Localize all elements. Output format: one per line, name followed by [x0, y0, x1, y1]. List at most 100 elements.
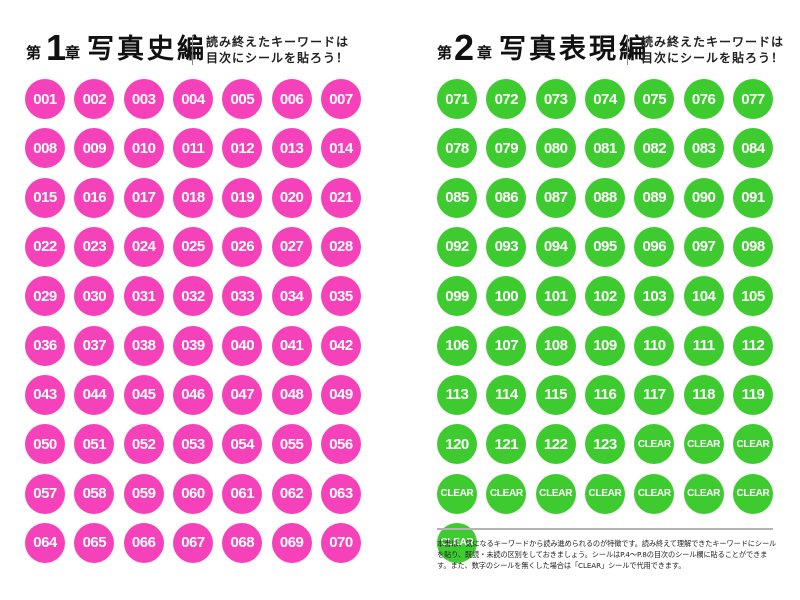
sticker-029[interactable]: 029	[25, 276, 65, 317]
sticker-071[interactable]: 071	[437, 79, 477, 119]
sticker-057[interactable]: 057	[25, 473, 65, 514]
sticker-055[interactable]: 055	[271, 424, 312, 465]
sticker-018[interactable]: 018	[172, 177, 213, 218]
sticker-058[interactable]: 058	[74, 473, 115, 514]
sticker-065[interactable]: 065	[74, 522, 115, 563]
sticker-121[interactable]: 121	[486, 424, 527, 465]
sticker-061[interactable]: 061	[222, 473, 263, 514]
sticker-078[interactable]: 078	[437, 128, 477, 169]
sticker-043[interactable]: 043	[25, 374, 65, 415]
sticker-100[interactable]: 100	[486, 276, 527, 317]
sticker-114[interactable]: 114	[486, 374, 527, 415]
sticker-085[interactable]: 085	[437, 177, 477, 218]
sticker-034[interactable]: 034	[271, 276, 312, 317]
sticker-054[interactable]: 054	[222, 424, 263, 465]
sticker-031[interactable]: 031	[123, 276, 164, 317]
sticker-024[interactable]: 024	[123, 226, 164, 267]
sticker-117[interactable]: 117	[634, 374, 675, 415]
sticker-041[interactable]: 041	[271, 325, 312, 366]
sticker-005[interactable]: 005	[222, 79, 263, 119]
sticker-clear[interactable]: CLEAR	[486, 473, 527, 514]
sticker-004[interactable]: 004	[172, 79, 213, 119]
sticker-095[interactable]: 095	[584, 226, 625, 267]
sticker-074[interactable]: 074	[584, 79, 625, 119]
sticker-050[interactable]: 050	[25, 424, 65, 465]
sticker-clear[interactable]: CLEAR	[535, 473, 576, 514]
sticker-051[interactable]: 051	[74, 424, 115, 465]
sticker-038[interactable]: 038	[123, 325, 164, 366]
sticker-060[interactable]: 060	[172, 473, 213, 514]
sticker-084[interactable]: 084	[732, 128, 773, 169]
sticker-020[interactable]: 020	[271, 177, 312, 218]
sticker-045[interactable]: 045	[123, 374, 164, 415]
sticker-073[interactable]: 073	[535, 79, 576, 119]
sticker-098[interactable]: 098	[732, 226, 773, 267]
sticker-107[interactable]: 107	[486, 325, 527, 366]
sticker-021[interactable]: 021	[320, 177, 361, 218]
sticker-102[interactable]: 102	[584, 276, 625, 317]
sticker-035[interactable]: 035	[320, 276, 361, 317]
sticker-042[interactable]: 042	[320, 325, 361, 366]
sticker-003[interactable]: 003	[123, 79, 164, 119]
sticker-119[interactable]: 119	[732, 374, 773, 415]
sticker-032[interactable]: 032	[172, 276, 213, 317]
sticker-110[interactable]: 110	[634, 325, 675, 366]
sticker-090[interactable]: 090	[683, 177, 724, 218]
sticker-094[interactable]: 094	[535, 226, 576, 267]
sticker-103[interactable]: 103	[634, 276, 675, 317]
sticker-087[interactable]: 087	[535, 177, 576, 218]
sticker-033[interactable]: 033	[222, 276, 263, 317]
sticker-056[interactable]: 056	[320, 424, 361, 465]
sticker-022[interactable]: 022	[25, 226, 65, 267]
sticker-027[interactable]: 027	[271, 226, 312, 267]
sticker-023[interactable]: 023	[74, 226, 115, 267]
sticker-093[interactable]: 093	[486, 226, 527, 267]
sticker-clear[interactable]: CLEAR	[732, 473, 773, 514]
sticker-047[interactable]: 047	[222, 374, 263, 415]
sticker-clear[interactable]: CLEAR	[437, 473, 477, 514]
sticker-083[interactable]: 083	[683, 128, 724, 169]
sticker-099[interactable]: 099	[437, 276, 477, 317]
sticker-120[interactable]: 120	[437, 424, 477, 465]
sticker-062[interactable]: 062	[271, 473, 312, 514]
sticker-clear[interactable]: CLEAR	[634, 424, 675, 465]
sticker-105[interactable]: 105	[732, 276, 773, 317]
sticker-011[interactable]: 011	[172, 128, 213, 169]
sticker-040[interactable]: 040	[222, 325, 263, 366]
sticker-066[interactable]: 066	[123, 522, 164, 563]
sticker-015[interactable]: 015	[25, 177, 65, 218]
sticker-077[interactable]: 077	[732, 79, 773, 119]
sticker-025[interactable]: 025	[172, 226, 213, 267]
sticker-069[interactable]: 069	[271, 522, 312, 563]
sticker-048[interactable]: 048	[271, 374, 312, 415]
sticker-002[interactable]: 002	[74, 79, 115, 119]
sticker-092[interactable]: 092	[437, 226, 477, 267]
sticker-046[interactable]: 046	[172, 374, 213, 415]
sticker-097[interactable]: 097	[683, 226, 724, 267]
sticker-064[interactable]: 064	[25, 522, 65, 563]
sticker-108[interactable]: 108	[535, 325, 576, 366]
sticker-076[interactable]: 076	[683, 79, 724, 119]
sticker-096[interactable]: 096	[634, 226, 675, 267]
sticker-019[interactable]: 019	[222, 177, 263, 218]
sticker-088[interactable]: 088	[584, 177, 625, 218]
sticker-clear[interactable]: CLEAR	[683, 473, 724, 514]
sticker-039[interactable]: 039	[172, 325, 213, 366]
sticker-clear[interactable]: CLEAR	[584, 473, 625, 514]
sticker-clear[interactable]: CLEAR	[732, 424, 773, 465]
sticker-clear[interactable]: CLEAR	[683, 424, 724, 465]
sticker-037[interactable]: 037	[74, 325, 115, 366]
sticker-079[interactable]: 079	[486, 128, 527, 169]
sticker-008[interactable]: 008	[25, 128, 65, 169]
sticker-009[interactable]: 009	[74, 128, 115, 169]
sticker-013[interactable]: 013	[271, 128, 312, 169]
sticker-115[interactable]: 115	[535, 374, 576, 415]
sticker-118[interactable]: 118	[683, 374, 724, 415]
sticker-030[interactable]: 030	[74, 276, 115, 317]
sticker-001[interactable]: 001	[25, 79, 65, 119]
sticker-059[interactable]: 059	[123, 473, 164, 514]
sticker-086[interactable]: 086	[486, 177, 527, 218]
sticker-080[interactable]: 080	[535, 128, 576, 169]
sticker-122[interactable]: 122	[535, 424, 576, 465]
sticker-clear[interactable]: CLEAR	[634, 473, 675, 514]
